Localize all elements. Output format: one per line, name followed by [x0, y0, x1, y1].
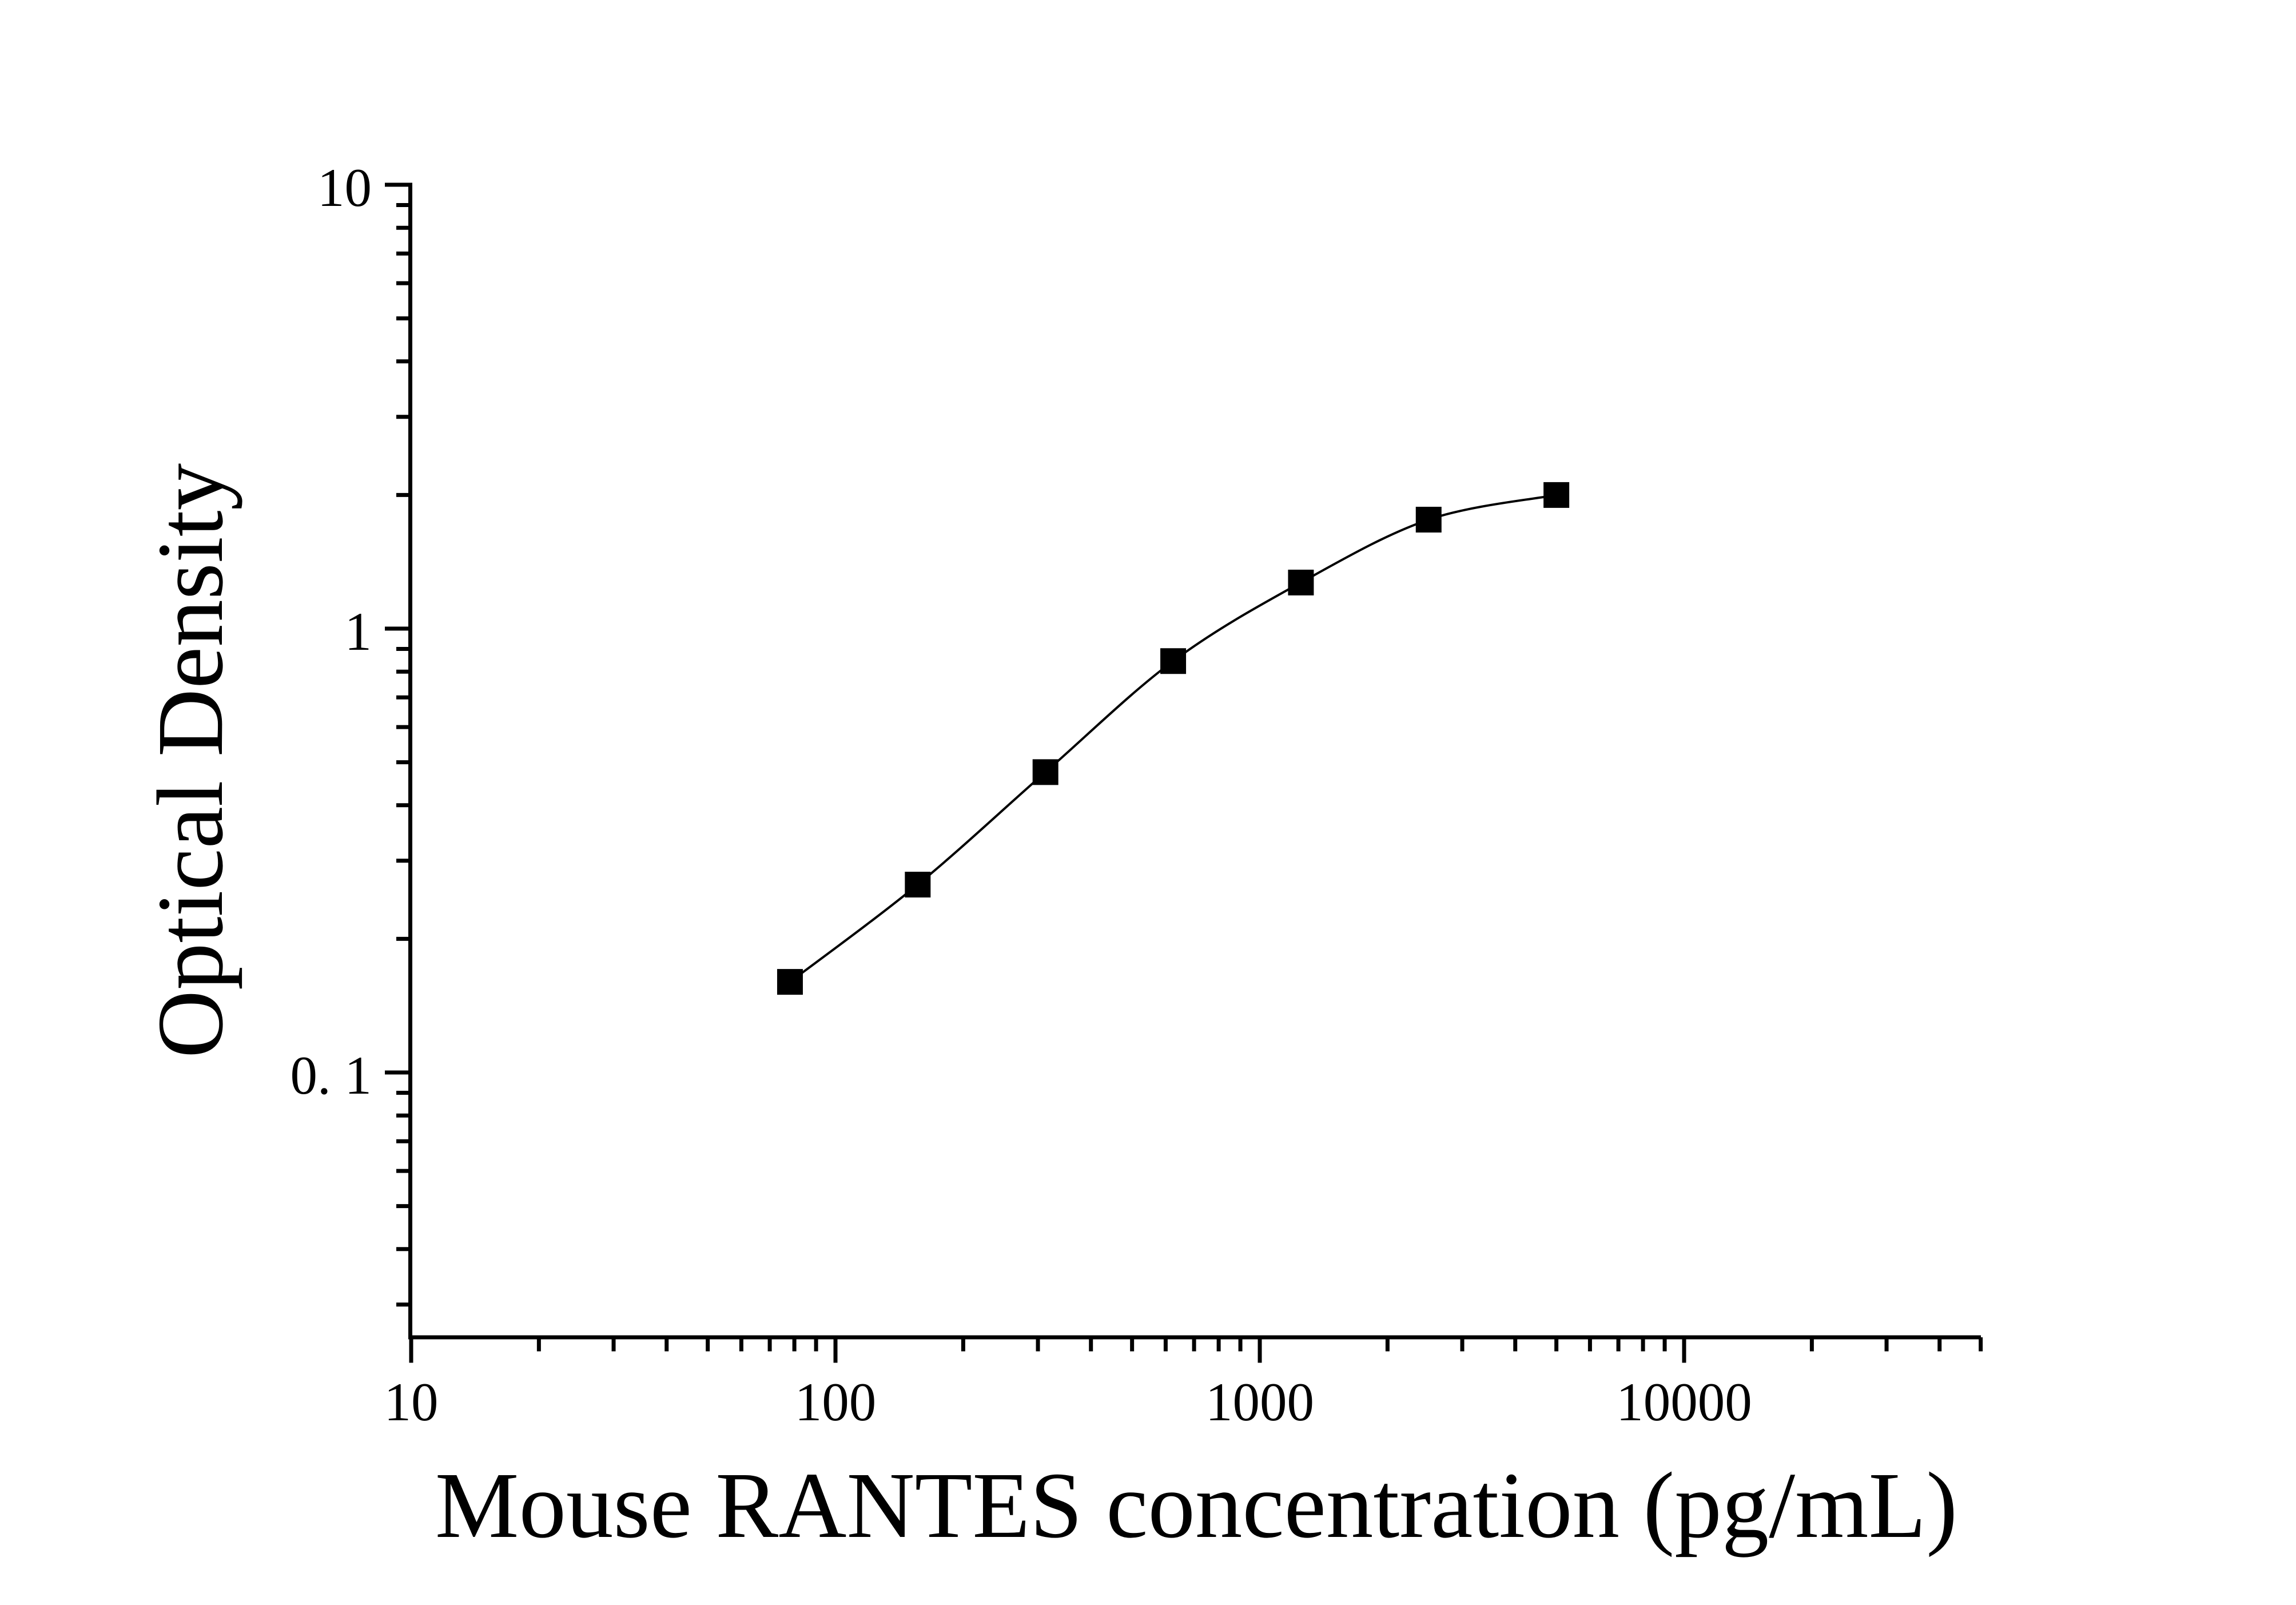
y-axis-tick-label: 1: [345, 601, 372, 662]
x-axis-tick-label: 100: [795, 1372, 877, 1432]
data-point-marker: [1032, 759, 1059, 785]
plot-area: 10 1 0. 1 10 100 1000 10000: [291, 157, 1983, 1432]
data-point-marker: [1288, 569, 1314, 595]
y-axis-tick-label: 10: [317, 157, 372, 218]
x-axis-tick-label: 10: [384, 1372, 439, 1432]
series-line: [789, 494, 1557, 983]
data-point-marker: [1415, 506, 1442, 533]
x-axis-tick-label: 10000: [1616, 1372, 1752, 1432]
x-axis-title: Mouse RANTES concentration (pg/mL): [435, 1453, 1957, 1558]
x-axis-tick-label: 1000: [1205, 1372, 1314, 1432]
data-point-marker: [905, 872, 931, 898]
data-point-marker: [1543, 482, 1570, 508]
data-point-marker: [777, 969, 803, 995]
y-axis-title: Optical Density: [138, 463, 242, 1058]
data-point-marker: [1160, 648, 1187, 674]
y-axis-tick-label: 0. 1: [291, 1045, 372, 1106]
